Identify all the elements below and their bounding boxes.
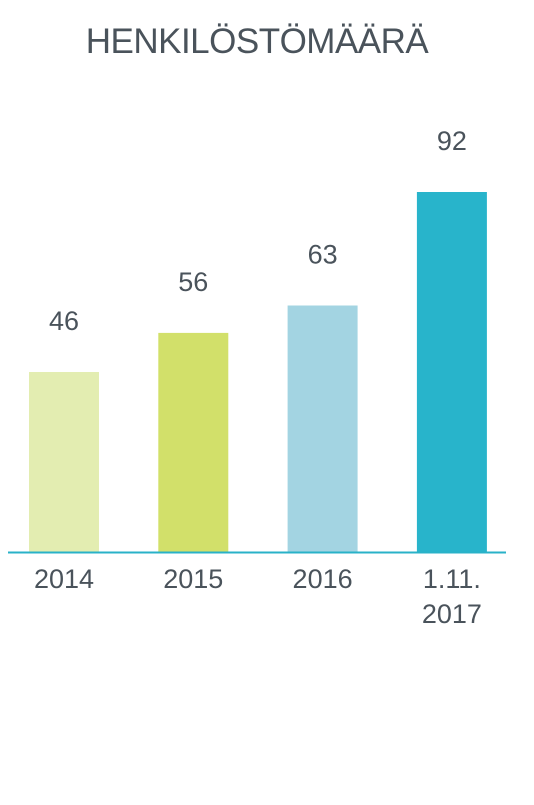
data-label-2: 63 [308,240,338,270]
data-label-3: 92 [437,126,467,156]
chart-title: HENKILÖSTÖMÄÄRÄ [85,22,429,61]
x-tick-label-2: 2016 [293,564,353,594]
x-tick-label-0: 2014 [34,564,94,594]
data-label-1: 56 [178,267,208,297]
x-tick-label-3-line-1: 2017 [422,599,482,629]
data-label-0: 46 [49,306,79,336]
bar-3 [416,192,487,552]
bar-1 [158,332,229,552]
x-tick-label-1: 2015 [163,564,223,594]
x-tick-label-3-line-0: 1.11. [423,564,481,594]
bar-2 [287,305,358,552]
bar-0 [29,372,99,552]
